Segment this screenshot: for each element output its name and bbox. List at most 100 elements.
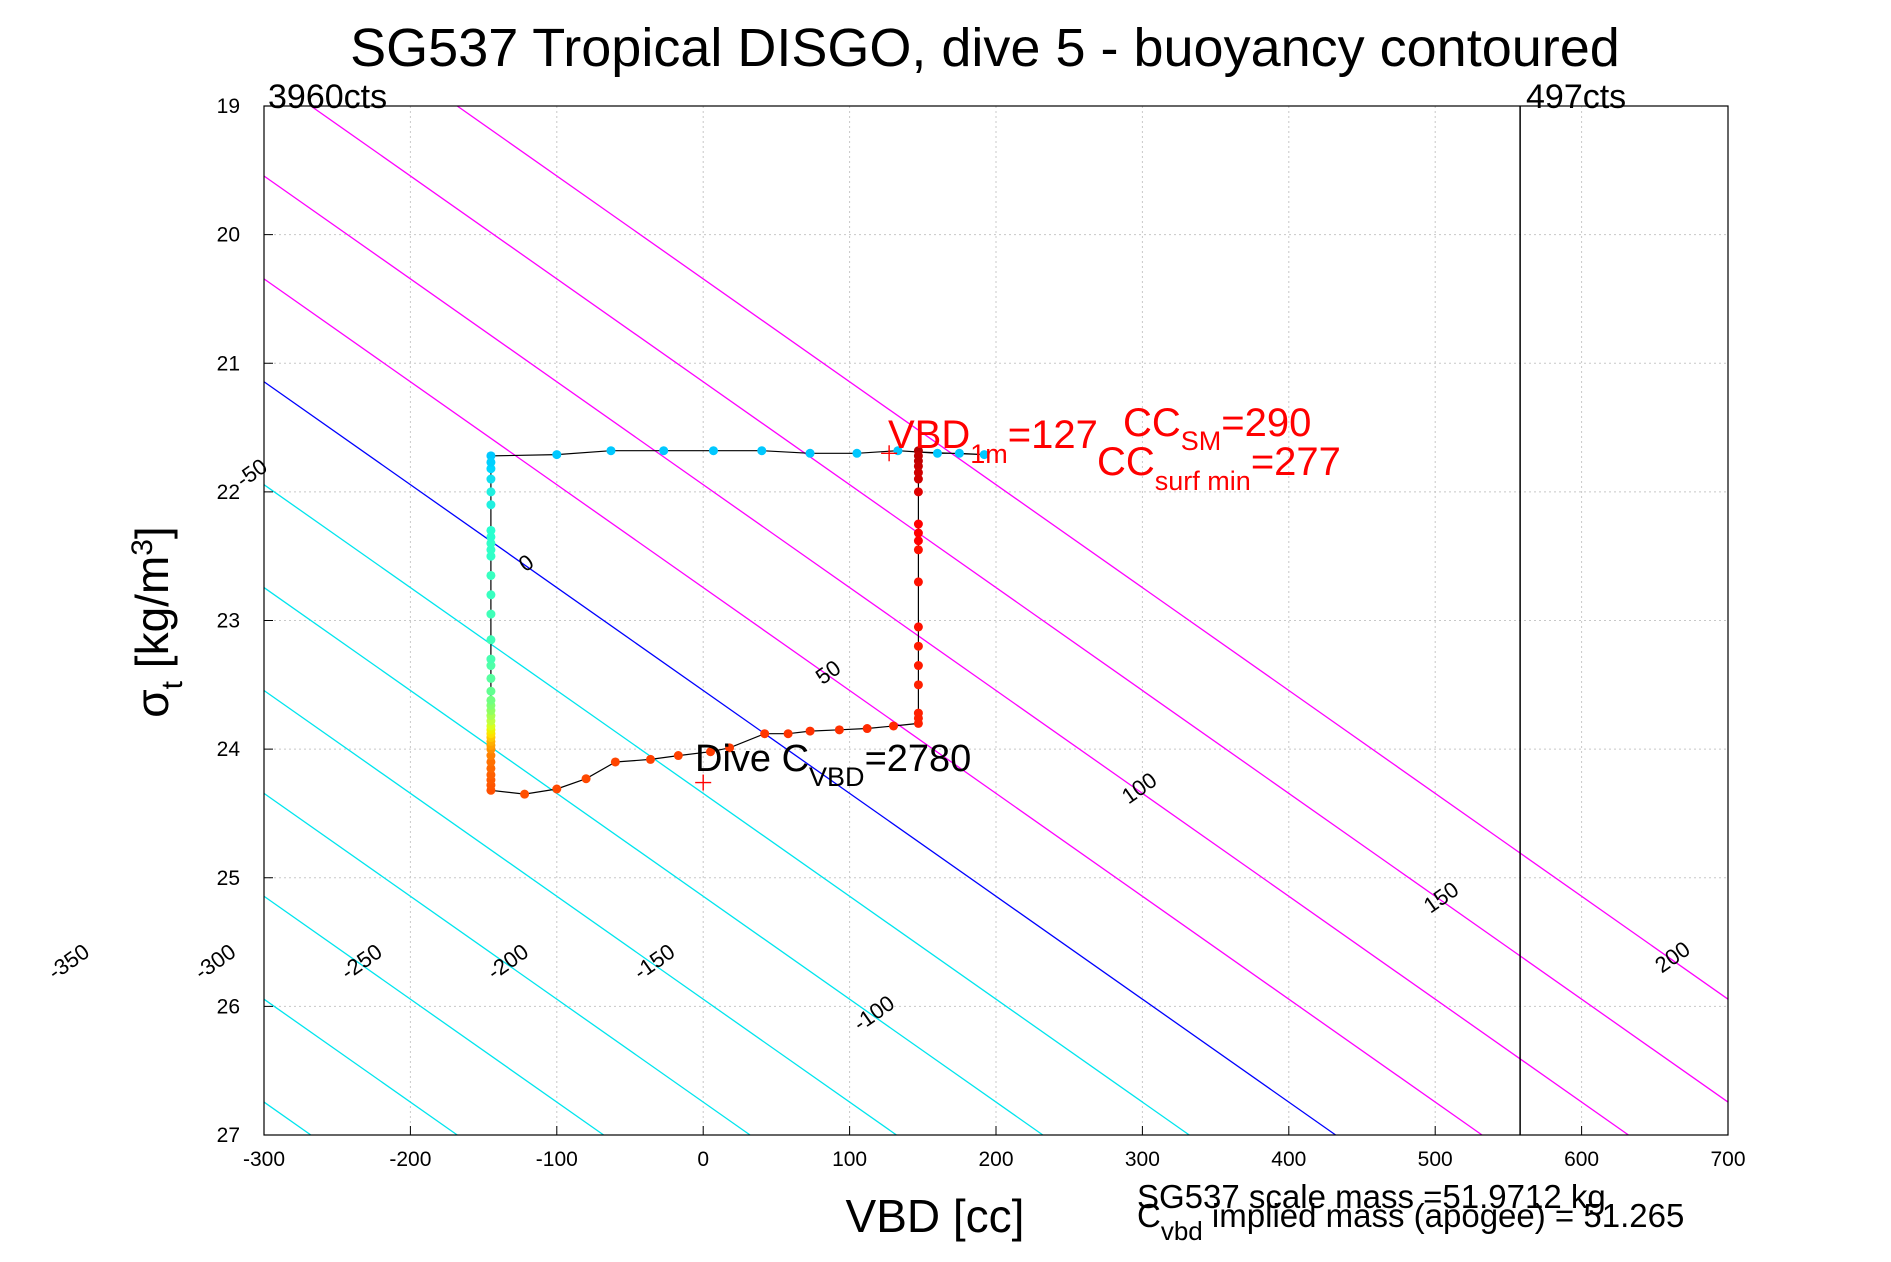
data-point <box>708 446 718 456</box>
contour-line <box>263 792 751 1136</box>
y-tick-label: 27 <box>217 1124 240 1147</box>
data-point <box>552 784 562 794</box>
data-point <box>486 487 496 497</box>
data-point <box>486 695 496 705</box>
data-point <box>486 751 496 761</box>
contour-line <box>263 895 605 1136</box>
data-point <box>486 673 496 683</box>
y-tick-label: 19 <box>217 95 240 118</box>
data-point <box>783 729 793 739</box>
y-tick-label: 22 <box>217 481 240 504</box>
y-tick-label: 26 <box>217 995 240 1018</box>
data-point <box>486 654 496 664</box>
y-tick-label: 23 <box>217 610 240 633</box>
data-point <box>913 545 923 555</box>
y-tick-label: 24 <box>217 738 241 761</box>
data-point <box>913 468 923 478</box>
contour-line <box>263 689 897 1136</box>
data-point <box>486 451 496 461</box>
cc-sm-label: CCSM=290 <box>1123 401 1311 456</box>
x-tick-label: 500 <box>1418 1148 1453 1171</box>
y-axis-label-sup: 3 <box>126 539 159 556</box>
implied-mass-text: Cvbd implied mass (apogee) = 51.265 <box>1137 1197 1684 1246</box>
data-point <box>913 528 923 538</box>
y-tick-label: 20 <box>217 224 240 247</box>
y-tick-label: 25 <box>217 867 240 890</box>
x-tick-label: 200 <box>978 1148 1013 1171</box>
data-point <box>486 545 496 555</box>
contour-line <box>263 175 1629 1136</box>
y-axis-label-sub: t <box>156 680 189 689</box>
cc-sm-value: =290 <box>1221 401 1311 445</box>
implied-mass-sub: vbd <box>1161 1216 1203 1246</box>
x-tick-label: 400 <box>1271 1148 1306 1171</box>
contour-line <box>263 587 1044 1136</box>
x-axis-label: VBD [cc] <box>846 1190 1025 1242</box>
y-axis-label-main: σ <box>126 689 178 717</box>
dive-cvbd-main: Dive C <box>695 738 809 780</box>
dive-cvbd-label: Dive CVBD=2780 <box>695 738 971 792</box>
x-tick-label: -100 <box>536 1148 578 1171</box>
data-point <box>913 487 923 497</box>
data-point <box>486 457 496 467</box>
data-point <box>913 718 923 728</box>
cc-sm-sub: SM <box>1181 426 1222 456</box>
data-point <box>760 729 770 739</box>
data-point <box>834 725 844 735</box>
data-point <box>486 464 496 474</box>
vbd-1m-label: VBD1m=127 <box>888 413 1098 469</box>
x-tick-label: 0 <box>697 1148 709 1171</box>
data-point <box>486 532 496 542</box>
data-point <box>757 446 767 456</box>
data-point <box>659 446 669 456</box>
y-axis-label-close: ] <box>126 526 178 539</box>
data-point <box>706 747 716 757</box>
data-point <box>862 724 872 734</box>
contour-line <box>263 381 1337 1136</box>
data-point <box>486 525 496 535</box>
axis-ticks: -300 -200 -100 0 100 200 300 400 500 600 700 19 20 21… <box>217 95 1746 1171</box>
data-point <box>486 763 496 773</box>
vbd-1m-main: VBD <box>888 413 970 457</box>
data-point <box>725 743 735 753</box>
data-point <box>932 448 942 458</box>
data-point <box>486 590 496 600</box>
data-point <box>486 551 496 561</box>
cc-surf-main: CC <box>1097 440 1155 484</box>
data-point <box>913 536 923 546</box>
data-point <box>805 726 815 736</box>
data-point <box>852 448 862 458</box>
corner-label-right: 497cts <box>1526 78 1626 116</box>
contour-line <box>263 278 1483 1136</box>
scale-mass-text: SG537 scale mass =51.9712 kg <box>1137 1178 1606 1215</box>
data-point <box>581 774 591 784</box>
contour-label: -350 <box>43 939 93 985</box>
x-tick-label: 700 <box>1710 1148 1745 1171</box>
data-point <box>606 446 616 456</box>
data-point <box>913 577 923 587</box>
contour-line <box>263 998 458 1136</box>
implied-mass-main: C <box>1137 1197 1161 1234</box>
contour-line <box>310 105 1729 1103</box>
vbd-1m-sub: 1m <box>970 439 1008 469</box>
vbd-1m-value: =127 <box>1008 413 1098 457</box>
chart-title: SG537 Tropical DISGO, dive 5 - buoyancy … <box>350 18 1620 78</box>
dive-cvbd-value: =2780 <box>865 738 972 780</box>
data-point <box>486 770 496 780</box>
data-point <box>673 751 683 761</box>
data-point <box>913 461 923 471</box>
data-point <box>486 474 496 484</box>
data-point <box>486 757 496 767</box>
data-point <box>486 686 496 696</box>
data-point <box>913 661 923 671</box>
dive-cvbd-sub: VBD <box>809 762 865 792</box>
data-point <box>913 641 923 651</box>
contour-line <box>263 484 1190 1136</box>
data-point <box>889 721 899 731</box>
data-point <box>954 448 964 458</box>
implied-mass-tail: implied mass (apogee) = 51.265 <box>1203 1197 1685 1234</box>
x-tick-label: -300 <box>243 1148 285 1171</box>
grid <box>264 106 1728 1135</box>
y-axis-label: σt [kg/m3] <box>126 526 189 717</box>
